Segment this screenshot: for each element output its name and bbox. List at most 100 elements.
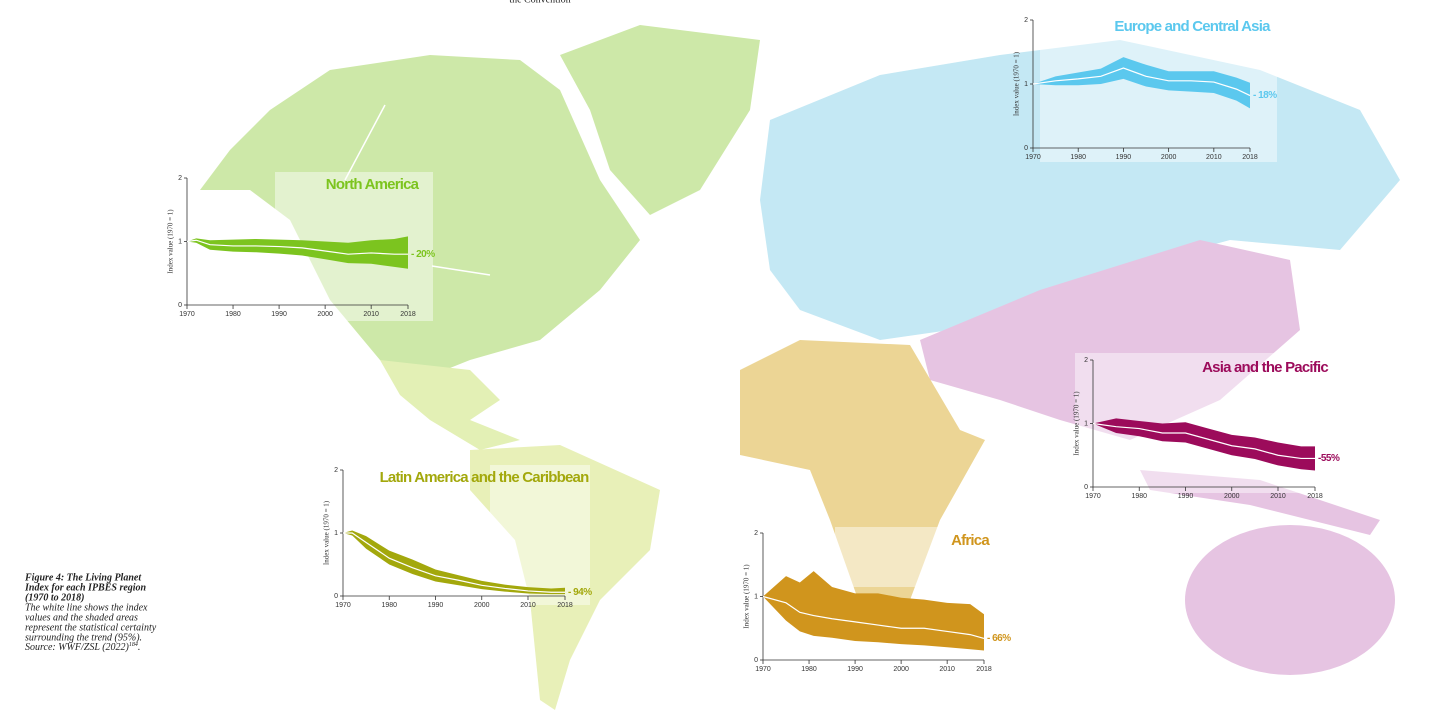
asia-pacific — [920, 240, 1300, 440]
chart-title: Africa — [951, 532, 990, 549]
change-label: - 18% — [1253, 90, 1277, 101]
caption-body: The white line shows the index — [25, 602, 148, 613]
chart-title: Europe and Central Asia — [1114, 18, 1271, 35]
y-tick-label: 1 — [334, 530, 338, 537]
x-tick-label: 2010 — [363, 311, 379, 318]
x-tick-label: 2010 — [520, 602, 536, 609]
eurasia — [760, 40, 1400, 340]
y-axis-label: Index value (1970 = 1) — [1013, 51, 1021, 116]
y-tick-label: 1 — [1084, 420, 1088, 427]
y-axis-label: Index value (1970 = 1) — [1073, 391, 1081, 456]
chart: 0 1 2 1970 1980 1990 2000 2010 2018 Index value (… — [1013, 15, 1278, 162]
x-tick-label: 1990 — [271, 311, 287, 318]
chart: 0 1 2 1970 1980 1990 2000 2010 2018 Index value (… — [1073, 353, 1340, 500]
chart: 0 1 2 1970 1980 1990 2000 2010 2018 Index value (… — [167, 172, 436, 321]
x-tick-label: 1980 — [801, 666, 817, 673]
chart-title: Latin America and the Caribbean — [380, 469, 590, 486]
change-label: - 66% — [987, 633, 1011, 644]
x-tick-label: 1970 — [1085, 493, 1101, 500]
y-tick-label: 2 — [178, 175, 182, 182]
x-tick-label: 1970 — [179, 311, 195, 318]
caption-title: Figure 4: The Living Planet — [24, 572, 142, 583]
y-tick-label: 0 — [754, 657, 758, 664]
index-line — [343, 532, 565, 593]
y-tick-label: 0 — [178, 302, 182, 309]
y-tick-label: 2 — [1084, 357, 1088, 364]
caption-body: surrounding the trend (95%). — [25, 632, 142, 643]
index-line — [1032, 67, 1251, 97]
caption-part: . — [138, 642, 141, 653]
chart: 0 1 2 1970 1980 1990 2000 2010 2018 Index value (… — [323, 465, 593, 609]
change-label: - 20% — [411, 249, 435, 260]
change-label: - 94% — [568, 587, 592, 598]
header-fragment: the Convention — [509, 0, 570, 5]
x-tick-label: 1990 — [1116, 154, 1132, 161]
caption-body: represent the statistical certainty — [25, 622, 157, 633]
central-america — [380, 360, 520, 450]
chart-title: Asia and the Pacific — [1202, 359, 1328, 376]
x-tick-label: 2010 — [1206, 154, 1222, 161]
y-axis-label: Index value (1970 = 1) — [323, 500, 331, 565]
y-tick-label: 0 — [1024, 145, 1028, 152]
chart-title: North America — [326, 176, 420, 193]
caption-title: (1970 to 2018) — [25, 592, 84, 603]
x-tick-label: 2000 — [893, 666, 909, 673]
y-tick-label: 0 — [334, 593, 338, 600]
caption-part: Source: WWF/ZSL (2022) — [25, 642, 130, 653]
connector — [344, 104, 386, 181]
x-tick-label: 1990 — [847, 666, 863, 673]
y-tick-label: 2 — [754, 530, 758, 537]
x-tick-label: 2000 — [474, 602, 490, 609]
x-tick-label: 2018 — [976, 666, 992, 673]
chart: 0 1 2 1970 1980 1990 2000 2010 2018 Index value (… — [743, 527, 1012, 673]
x-tick-label: 1980 — [1131, 493, 1147, 500]
south-america — [470, 445, 660, 710]
africa — [740, 340, 985, 605]
x-tick-label: 2010 — [1270, 493, 1286, 500]
change-label: -55% — [1318, 453, 1340, 464]
x-tick-label: 2000 — [1224, 493, 1240, 500]
x-tick-label: 2000 — [317, 311, 333, 318]
y-tick-label: 1 — [1024, 81, 1028, 88]
x-tick-label: 2018 — [1307, 493, 1323, 500]
australia — [1185, 525, 1395, 675]
highlight-box — [490, 465, 590, 605]
confidence-band — [763, 571, 984, 651]
y-tick-label: 1 — [178, 238, 182, 245]
x-tick-label: 1980 — [381, 602, 397, 609]
x-tick-label: 2000 — [1161, 154, 1177, 161]
confidence-band — [1033, 57, 1250, 109]
x-tick-label: 1980 — [225, 311, 241, 318]
caption-source: Source: WWF/ZSL (2022)184. — [25, 641, 140, 653]
caption-part: 184 — [129, 641, 138, 648]
y-axis-label: Index value (1970 = 1) — [743, 564, 751, 629]
index-line — [762, 595, 985, 639]
y-tick-label: 0 — [1084, 484, 1088, 491]
confidence-band — [187, 236, 408, 269]
x-tick-label: 2010 — [939, 666, 955, 673]
index-line — [186, 239, 408, 255]
confidence-band — [1093, 418, 1315, 471]
connector — [431, 265, 491, 276]
index-line — [1092, 422, 1315, 460]
north-america — [200, 55, 640, 380]
x-tick-label: 2018 — [557, 602, 573, 609]
greenland — [560, 25, 760, 215]
caption-title: Index for each IPBES region — [24, 582, 147, 593]
x-tick-label: 2018 — [1242, 154, 1258, 161]
y-axis-label: Index value (1970 = 1) — [167, 209, 175, 274]
y-tick-label: 1 — [754, 593, 758, 600]
x-tick-label: 1970 — [755, 666, 771, 673]
caption-body: values and the shaded areas — [25, 612, 138, 623]
indonesia — [1140, 470, 1380, 535]
x-tick-label: 1980 — [1070, 154, 1086, 161]
x-tick-label: 2018 — [400, 311, 416, 318]
confidence-band — [343, 530, 565, 595]
x-tick-label: 1970 — [335, 602, 351, 609]
y-tick-label: 2 — [1024, 17, 1028, 24]
highlight-box — [835, 527, 955, 587]
x-tick-label: 1990 — [1178, 493, 1194, 500]
